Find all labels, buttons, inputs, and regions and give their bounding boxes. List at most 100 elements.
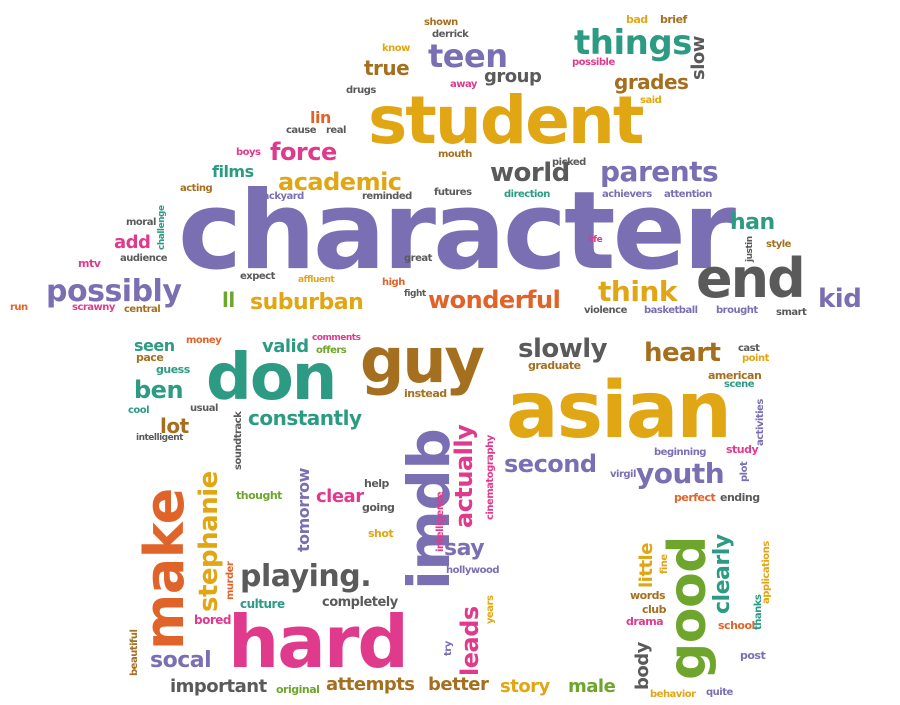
word-school: school — [718, 619, 755, 632]
word-graduate: graduate — [528, 359, 581, 372]
word-drama: drama — [626, 615, 664, 628]
word-story: story — [500, 676, 550, 697]
word-direction: direction — [504, 189, 550, 200]
word-violence: violence — [584, 305, 627, 316]
word-justin: justin — [745, 236, 755, 262]
word-brought: brought — [716, 305, 758, 316]
word-bad: bad — [626, 13, 648, 26]
word-original: original — [276, 683, 320, 696]
word-add: add — [114, 232, 151, 253]
word-perfect: perfect — [674, 491, 716, 504]
word-completely: completely — [322, 595, 398, 610]
word-scrawny: scrawny — [72, 302, 115, 313]
word-important: important — [170, 676, 267, 697]
word-attention: attention — [664, 189, 712, 200]
word-wonderful: wonderful — [428, 286, 561, 314]
word-instead: instead — [404, 387, 447, 400]
word-away: away — [450, 79, 477, 90]
word-guy: guy — [360, 324, 485, 397]
word-body: body — [632, 642, 653, 690]
word-stephanie: stephanie — [194, 471, 224, 612]
word-make: make — [133, 488, 196, 650]
word-ben: ben — [134, 376, 184, 404]
word-life: life — [588, 235, 603, 245]
word-derrick: derrick — [432, 29, 469, 40]
word-fine: fine — [659, 554, 670, 574]
word-lot: lot — [160, 414, 189, 438]
word-scene: scene — [724, 379, 755, 390]
word-bored: bored — [194, 613, 231, 627]
word-films: films — [212, 162, 254, 181]
word-moral: moral — [126, 217, 156, 228]
word-help: help — [364, 477, 389, 490]
word-american: american — [708, 369, 762, 382]
word-point: point — [742, 353, 769, 364]
word-study: study — [726, 443, 759, 456]
word-fight: fight — [404, 289, 426, 299]
word-cinematography: cinematography — [485, 435, 496, 520]
word-suburban: suburban — [250, 290, 364, 315]
word-ll: ll — [222, 288, 235, 312]
word-acting: acting — [180, 183, 213, 194]
word-possibly: possibly — [46, 274, 182, 309]
word-basketball: basketball — [644, 305, 698, 316]
word-futures: futures — [434, 187, 472, 198]
word-beginning: beginning — [654, 447, 706, 458]
word-run: run — [10, 302, 28, 313]
word-think: think — [598, 275, 677, 308]
word-mouth: mouth — [438, 149, 472, 160]
word-academic: academic — [278, 168, 402, 196]
word-teen: teen — [428, 37, 508, 75]
word-actually: actually — [450, 424, 478, 528]
word-audience: audience — [120, 253, 168, 264]
word-behavior: behavior — [650, 689, 696, 700]
word-attempts: attempts — [326, 674, 415, 695]
word-central: central — [124, 304, 161, 315]
word-valid: valid — [262, 336, 309, 357]
word-pace: pace — [136, 351, 164, 364]
word-end: end — [696, 247, 806, 310]
word-drugs: drugs — [346, 85, 376, 96]
word-hollywood: hollywood — [446, 565, 500, 576]
word-murder: murder — [225, 561, 236, 600]
word-culture: culture — [240, 597, 285, 611]
word-plot: plot — [739, 461, 750, 482]
word-han: han — [730, 210, 775, 235]
word-said: said — [640, 95, 662, 106]
word-parents: parents — [600, 155, 719, 188]
word-high: high — [382, 277, 405, 288]
word-clear: clear — [316, 486, 364, 507]
word-expect: expect — [240, 271, 275, 282]
word-offers: offers — [316, 345, 347, 356]
word-words: words — [630, 589, 666, 602]
word-cast: cast — [738, 343, 760, 354]
word-things: things — [574, 23, 692, 63]
word-money: money — [186, 335, 222, 346]
word-constantly: constantly — [248, 406, 362, 430]
word-shown: shown — [424, 17, 458, 28]
word-hard: hard — [228, 600, 409, 684]
word-true: true — [364, 56, 410, 80]
word-know: know — [382, 43, 410, 54]
word-slow: slow — [688, 36, 709, 80]
word-picked: picked — [552, 157, 586, 168]
word-lin: lin — [310, 108, 331, 127]
word-activities: activities — [755, 399, 766, 446]
word-tomorrow: tomorrow — [294, 468, 313, 552]
word-male: male — [568, 676, 616, 697]
word-boys: boys — [236, 147, 261, 158]
word-great: great — [404, 253, 432, 264]
word-challenge: challenge — [157, 205, 167, 250]
word-virgil: virgil — [610, 469, 636, 480]
word-don: don — [206, 341, 337, 415]
word-soundtrack: soundtrack — [233, 411, 244, 470]
word-style: style — [766, 239, 791, 250]
word-grades: grades — [614, 70, 689, 94]
word-cool: cool — [128, 405, 150, 416]
word-achievers: achievers — [602, 189, 652, 200]
word-shot: shot — [368, 527, 394, 540]
word-intelligence: intelligence — [435, 491, 446, 552]
word-beautiful: beautiful — [129, 629, 140, 676]
word-going: going — [362, 501, 395, 514]
word-years: years — [485, 595, 496, 624]
